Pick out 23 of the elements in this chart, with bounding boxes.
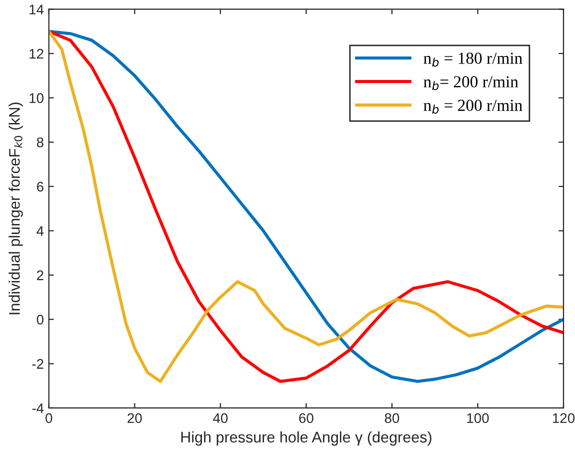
y-tick-label: -4 xyxy=(32,403,44,414)
y-axis-title: Individual plunger forceF$_{k0}$ (kN) xyxy=(8,102,23,314)
x-tick-label: 100 xyxy=(467,413,489,424)
legend-label: n$_{b}$ = 180 r/min xyxy=(424,52,522,67)
legend-label: n$_{b}$ = 200 r/min xyxy=(424,100,522,114)
y-tick-label: 4 xyxy=(36,226,44,236)
y-tick-label: 6 xyxy=(36,182,44,192)
y-tick-label: -2 xyxy=(32,359,44,369)
x-tick-label: 40 xyxy=(213,413,228,424)
legend-label: n$_{b}$= 200 r/min xyxy=(424,76,518,90)
y-tick-label: 2 xyxy=(36,270,44,280)
y-tick-label: 0 xyxy=(36,314,44,325)
line-series xyxy=(48,30,564,383)
y-tick-label: 10 xyxy=(30,93,44,104)
x-tick-label: 0 xyxy=(46,413,52,424)
y-tick-label: 12 xyxy=(30,48,44,59)
x-tick-label: 20 xyxy=(128,413,142,424)
x-axis-title: High pressure hole Angle γ (degrees) xyxy=(181,431,432,446)
y-tick-label: 8 xyxy=(36,137,44,148)
x-tick-label: 120 xyxy=(552,413,575,424)
y-tick-label: 14 xyxy=(30,4,44,14)
x-tick-label: 80 xyxy=(384,413,400,424)
x-tick-label: 60 xyxy=(299,413,314,424)
